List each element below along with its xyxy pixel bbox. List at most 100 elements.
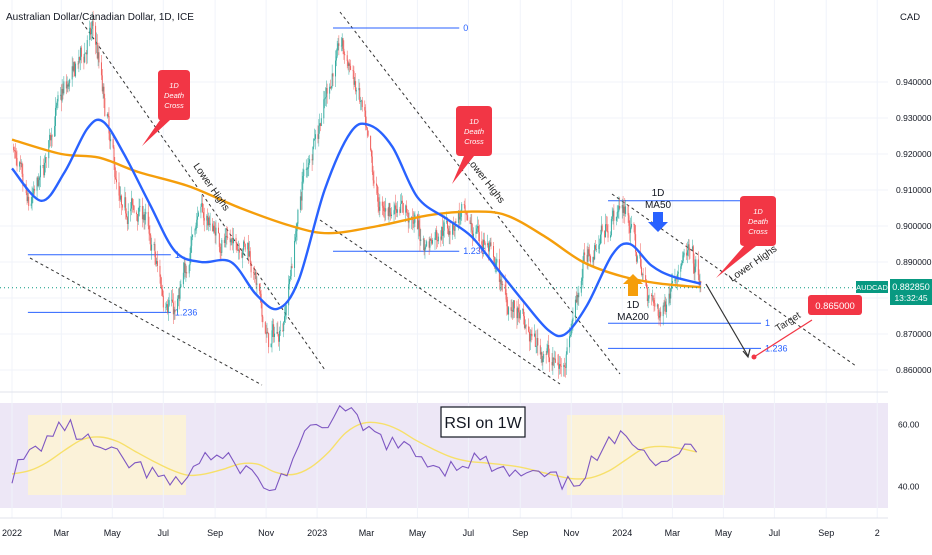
candle-body <box>511 309 513 311</box>
candle-body <box>34 188 36 191</box>
candle-body <box>145 211 147 215</box>
candle-body <box>305 168 307 170</box>
candle-body <box>425 246 427 248</box>
candle-body <box>458 212 460 220</box>
candle-body <box>621 205 623 209</box>
candle-body <box>207 215 209 226</box>
candle-body <box>131 198 133 209</box>
candle-body <box>184 262 186 273</box>
candle-body <box>166 304 168 313</box>
candle-body <box>190 245 192 254</box>
candle-body <box>323 99 325 119</box>
candle-body <box>265 333 267 335</box>
time-tick: May <box>409 528 427 538</box>
candle-body <box>148 225 150 234</box>
candle-body <box>548 344 550 358</box>
candle-body <box>605 224 607 226</box>
candle-body <box>243 241 245 244</box>
candle-body <box>101 75 103 92</box>
price-axis[interactable]: 0.940000 0.930000 0.920000 0.910000 0.900000… <box>896 77 932 375</box>
candle-body <box>476 228 478 232</box>
candle-body <box>563 365 565 367</box>
candle-body <box>48 140 50 159</box>
candle-body <box>435 230 437 238</box>
time-tick: Sep <box>207 528 223 538</box>
candle-body <box>375 183 377 186</box>
candle-body <box>229 237 231 243</box>
candle-body <box>102 86 104 92</box>
candle-body <box>79 57 81 61</box>
time-tick: Mar <box>665 528 681 538</box>
candle-body <box>429 238 431 248</box>
candle-body <box>39 165 41 178</box>
candle-body <box>277 331 279 335</box>
candle-body <box>26 193 28 202</box>
candle-body <box>331 73 333 87</box>
candle-body <box>551 362 553 366</box>
candle-body <box>261 302 263 317</box>
ma50-label-line-2: MA50 <box>645 200 672 211</box>
candle-body <box>49 134 51 141</box>
candle-body <box>424 247 426 252</box>
candle-body <box>460 210 462 217</box>
candle-body <box>489 242 491 246</box>
candle-body <box>39 177 41 181</box>
time-tick: 2024 <box>612 528 632 538</box>
candle-body <box>121 195 123 205</box>
candle-body <box>206 215 208 221</box>
candle-body <box>528 326 530 332</box>
candle-body <box>21 163 23 174</box>
candle-body <box>185 272 187 274</box>
candle-body <box>69 79 71 84</box>
candle-body <box>457 212 459 223</box>
candle-body <box>295 231 297 238</box>
candle-body <box>461 204 463 211</box>
candle-body <box>522 309 524 311</box>
candle-body <box>617 211 619 213</box>
candle-body <box>686 250 688 256</box>
candle-body <box>589 256 591 263</box>
candle-body <box>539 345 541 355</box>
candle-body <box>426 241 428 247</box>
candle-body <box>349 63 351 66</box>
callout-line-1: 1D <box>469 117 479 126</box>
candle-body <box>346 55 348 61</box>
candle-body <box>95 25 97 45</box>
candle-body <box>434 237 436 240</box>
candle-body <box>583 252 585 262</box>
candle-body <box>149 233 151 236</box>
candle-body <box>399 209 401 213</box>
candle-body <box>402 203 404 213</box>
candle-body <box>571 320 573 324</box>
candle-body <box>110 139 112 142</box>
current-price: 0.882850 <box>892 282 930 292</box>
candle-body <box>284 313 286 317</box>
candle-body <box>558 364 560 369</box>
rsi-axis[interactable]: 60.00 40.00 <box>898 420 920 492</box>
candle-body <box>623 206 625 213</box>
candle-body <box>43 165 45 176</box>
rsi-label: RSI on 1W <box>444 415 522 432</box>
time-tick: 2 <box>875 528 880 538</box>
candle-body <box>549 357 551 363</box>
candle-body <box>325 88 327 98</box>
candle-body <box>167 305 169 313</box>
candle-body <box>248 242 250 257</box>
candle-body <box>446 220 448 223</box>
candle-body <box>470 222 472 224</box>
candle-body <box>77 63 79 65</box>
candle-body <box>55 105 57 108</box>
time-tick: May <box>715 528 733 538</box>
candle-body <box>694 266 696 274</box>
candle-body <box>559 364 561 366</box>
time-tick: Sep <box>818 528 834 538</box>
time-axis[interactable]: 2022 Mar May Jul Sep Nov 2023 Mar May Jul Sep Nov 20… <box>2 528 880 538</box>
ma200-label-line-1: 1D <box>627 300 640 311</box>
candle-body <box>60 94 62 101</box>
candle-body <box>640 266 642 275</box>
time-tick: Nov <box>258 528 275 538</box>
candle-body <box>103 86 105 99</box>
candle-body <box>247 242 249 250</box>
